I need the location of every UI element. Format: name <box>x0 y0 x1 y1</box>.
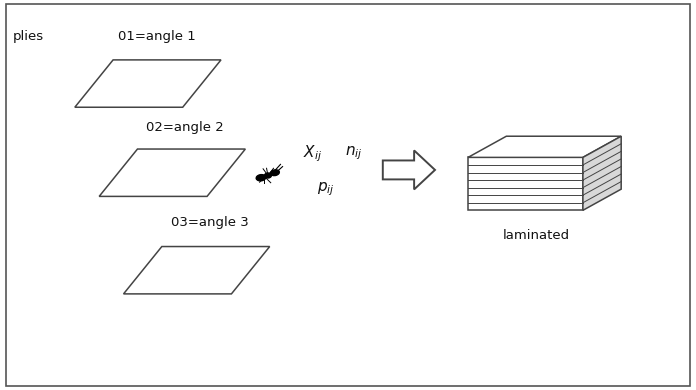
Polygon shape <box>468 136 622 158</box>
Text: laminated: laminated <box>503 229 569 242</box>
Text: plies: plies <box>13 30 44 43</box>
Polygon shape <box>383 151 435 190</box>
Ellipse shape <box>264 173 271 178</box>
Polygon shape <box>583 136 622 210</box>
Polygon shape <box>468 158 583 210</box>
Text: 01=angle 1: 01=angle 1 <box>118 30 196 43</box>
Text: $n_{ij}$: $n_{ij}$ <box>345 144 362 162</box>
Text: 02=angle 2: 02=angle 2 <box>146 121 224 133</box>
Polygon shape <box>75 60 221 107</box>
Text: $p_{ij}$: $p_{ij}$ <box>317 181 334 198</box>
Polygon shape <box>124 246 270 294</box>
Ellipse shape <box>271 170 279 176</box>
Text: $X_{ij}$: $X_{ij}$ <box>303 143 322 163</box>
Text: 03=angle 3: 03=angle 3 <box>171 216 248 229</box>
Ellipse shape <box>256 175 266 181</box>
Polygon shape <box>100 149 246 197</box>
